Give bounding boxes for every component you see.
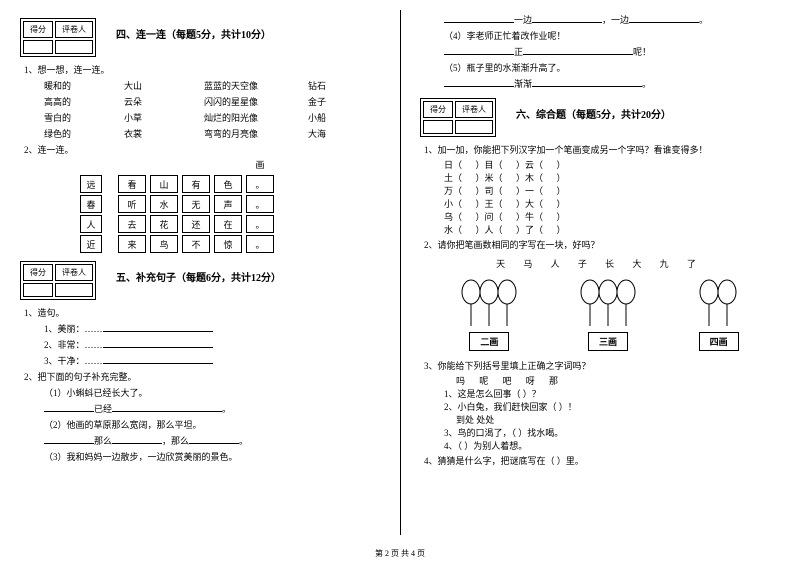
sentence-item: 渐渐。 [444,77,780,90]
sentence-item: 一边，一边。 [444,13,780,26]
sentence-item: 2、非常：…… [44,338,380,351]
q6-1: 1、加一加，你能把下列汉字加一个笔画变成另一个字吗？看谁变得多！ [424,143,780,156]
balloon-icon [578,278,638,328]
grader-header: 评卷人 [55,264,93,281]
char-list: 天 马 人 子 长 大 九 了 [420,257,780,270]
grader-header: 评卷人 [455,101,493,118]
hanzi-row: 土（ ）米（ ）木（ ） [444,171,780,184]
q5-2: 2、把下面的句子补充完整。 [24,370,380,383]
q6-2: 2、请你把笔画数相同的字写在一块，好吗？ [424,238,780,251]
balloon-label: 二画 [469,332,509,351]
balloon-group: 二画 三画 四画 [430,278,770,351]
sentence-item: 1、美丽：…… [44,322,380,335]
hanzi-row: 万（ ）司（ ）一（ ） [444,184,780,197]
hanzi-row: 乌（ ）问（ ）牛（ ） [444,210,780,223]
fill-item: 4、（ ）为别人着想。 [444,439,780,452]
sentence-item: 那么，那么。 [44,434,380,447]
char-table: 远看山有色。 春听水无声。 人去花还在。 近来鸟不惊。 [80,175,380,253]
balloon-icon [459,278,519,328]
match-row: 暖和的大山蓝蓝的天空像钻石 [44,79,380,92]
word-options: 到处 处处 [456,413,780,426]
sentence-item: （4）李老师正忙着改作业呢！ [444,29,780,42]
page-footer: 第 2 页 共 4 页 [0,548,800,559]
match-row: 绿色的衣裳弯弯的月亮像大海 [44,127,380,140]
score-table: 得分评卷人 [420,98,496,137]
score-header: 得分 [23,21,53,38]
score-table: 得分评卷人 [20,261,96,300]
hanzi-row: 小（ ）王（ ）大（ ） [444,197,780,210]
fill-item: 1、这是怎么回事（ ）？ [444,387,780,400]
balloon-label: 四画 [699,332,739,351]
sentence-item: （1）小蝌蚪已经长大了。 [44,386,380,399]
sentence-item: （3）我和妈妈一边散步，一边欣赏美丽的景色。 [44,450,380,463]
fill-item: 3、鸟的口渴了，（ ）找水喝。 [444,426,780,439]
score-table: 得分评卷人 [20,18,96,57]
section4-title: 四、连一连（每题5分，共计10分） [116,26,271,41]
sentence-item: 正呢！ [444,45,780,58]
section6-title: 六、综合题（每题5分，共计20分） [516,106,671,121]
char-options: 吗 呢 吧 呀 那 [456,374,780,387]
sentence-item: 已经。 [44,402,380,415]
hanzi-row: 水（ ）人（ ）了（ ） [444,223,780,236]
q4-2: 2、连一连。 [24,143,380,156]
hua-label: 画 [140,158,380,171]
q6-4: 4、猜猜是什么字，把谜底写在（ ）里。 [424,454,780,467]
sentence-item: 3、干净：…… [44,354,380,367]
score-header: 得分 [23,264,53,281]
balloon-label: 三画 [588,332,628,351]
balloon-icon [697,278,741,328]
q6-3: 3、你能给下列括号里填上正确之字词吗？ [424,359,780,372]
fill-item: 2、小白兔，我们赶快回家（ ）！ [444,400,780,413]
sentence-item: （2）他画的草原那么宽阔，那么平坦。 [44,418,380,431]
score-header: 得分 [423,101,453,118]
match-row: 高高的云朵闪闪的星星像金子 [44,95,380,108]
q4-1: 1、想一想，连一连。 [24,63,380,76]
hanzi-row: 日（ ）目（ ）云（ ） [444,158,780,171]
match-row: 雪白的小草灿烂的阳光像小船 [44,111,380,124]
q5-1: 1、造句。 [24,306,380,319]
section5-title: 五、补充句子（每题6分，共计12分） [116,269,281,284]
sentence-item: （5）瓶子里的水渐渐升高了。 [444,61,780,74]
grader-header: 评卷人 [55,21,93,38]
